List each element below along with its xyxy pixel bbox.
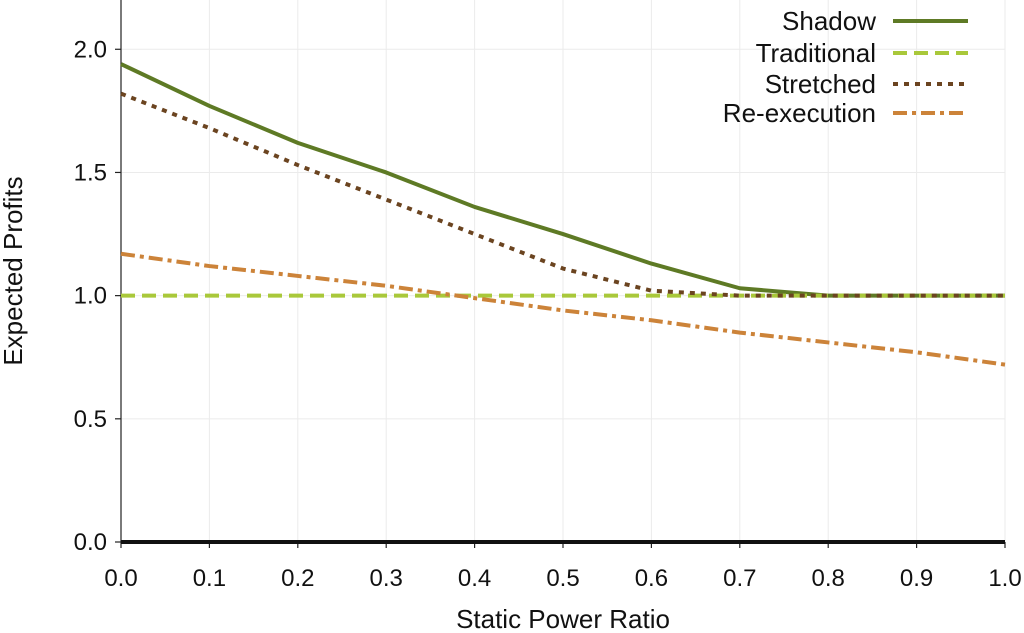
x-tick-label: 0.7: [723, 565, 756, 592]
series-line-re-execution: [120, 251, 1006, 367]
x-tick-label: 0.3: [370, 565, 403, 592]
x-tick-label: 0.0: [104, 565, 137, 592]
legend-label: Shadow: [782, 6, 876, 36]
x-tick-label: 0.2: [281, 565, 314, 592]
axes: [115, 0, 1006, 548]
x-tick-label: 0.4: [458, 565, 491, 592]
legend-label: Stretched: [765, 69, 876, 99]
y-tick-label: 0.0: [74, 529, 107, 556]
x-tick-label: 0.8: [812, 565, 845, 592]
tick-labels: 0.0 0.1 0.2 0.3 0.4 0.5 0.6 0.7 0.8 0.9 1.0 0.0 0.5 1…: [74, 36, 1022, 592]
series-lines: [120, 62, 1006, 367]
x-tick-label: 0.9: [900, 565, 933, 592]
legend-label: Re-execution: [723, 98, 876, 128]
y-tick-label: 0.5: [74, 406, 107, 433]
x-tick-label: 0.5: [546, 565, 579, 592]
y-tick-label: 2.0: [74, 36, 107, 63]
legend-label: Traditional: [756, 38, 876, 68]
x-tick-label: 1.0: [988, 565, 1021, 592]
y-axis-title: Expected Profits: [0, 176, 28, 365]
x-tick-label: 0.1: [193, 565, 226, 592]
series-line-stretched: [120, 91, 1005, 298]
x-axis-title: Static Power Ratio: [456, 604, 670, 633]
x-tick-label: 0.6: [635, 565, 668, 592]
y-tick-label: 1.5: [74, 159, 107, 186]
y-tick-label: 1.0: [74, 283, 107, 310]
